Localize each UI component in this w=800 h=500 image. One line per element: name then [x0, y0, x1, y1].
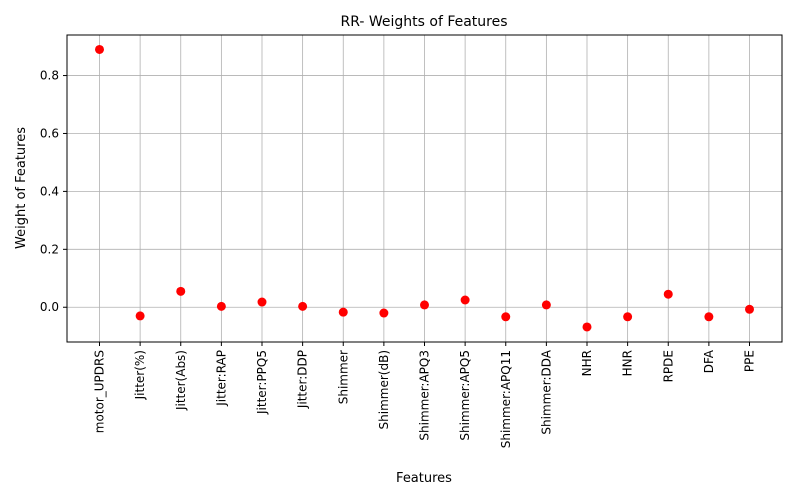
data-point [95, 44, 104, 54]
data-point [420, 300, 429, 310]
data-point [704, 312, 714, 322]
y-tick-label: 0.6 [40, 126, 59, 140]
data-point [460, 295, 470, 305]
data-point [745, 304, 754, 314]
x-tick-label: RPDE [661, 350, 675, 382]
x-tick-label: NHR [580, 350, 594, 376]
data-point [135, 311, 145, 321]
plot-frame [66, 34, 783, 343]
data-point [379, 308, 389, 318]
y-tick-label: 0.4 [40, 184, 59, 198]
data-point [623, 312, 633, 322]
data-point [501, 312, 511, 322]
y-axis: 0.0 0.2 0.4 0.6 0.8 [40, 69, 67, 314]
x-tick-label: Shimmer:DDA [539, 349, 553, 434]
x-tick-label: DFA [702, 349, 716, 373]
x-tick-label: Jitter:RAP [214, 350, 228, 407]
x-tick-label: PPE [743, 350, 757, 372]
x-axis: motor_UPDRS Jitter(%) Jitter(Abs) Jitter:RA… [93, 342, 757, 448]
y-tick-label: 0.0 [40, 300, 59, 314]
x-axis-label: Features [396, 471, 452, 486]
gridlines [67, 35, 782, 342]
x-tick-label: Jitter(Abs) [174, 350, 188, 411]
chart-title: RR- Weights of Features [340, 14, 507, 30]
x-tick-label: Shimmer [336, 350, 350, 404]
data-point [298, 301, 308, 311]
x-tick-label: Shimmer:APQ3 [418, 350, 432, 441]
x-tick-label: Jitter(%) [133, 350, 147, 400]
data-point [257, 297, 267, 307]
data-point [216, 301, 226, 311]
data-point [176, 286, 186, 296]
data-point [663, 289, 673, 299]
x-tick-label: Shimmer:APQ11 [499, 350, 513, 448]
y-tick-label: 0.2 [40, 242, 59, 256]
x-tick-label: Shimmer:APQ5 [458, 350, 472, 441]
x-tick-label: Jitter:PPQ5 [255, 350, 269, 415]
data-point [338, 307, 348, 317]
x-tick-label: motor_UPDRS [93, 350, 107, 433]
x-tick-label: HNR [621, 350, 635, 376]
data-point [541, 300, 551, 310]
x-tick-label: Jitter:DDP [296, 350, 310, 409]
x-tick-label: Shimmer(dB) [377, 350, 391, 429]
y-tick-label: 0.8 [40, 69, 59, 83]
y-axis-label: Weight of Features [14, 127, 29, 249]
data-point [582, 322, 592, 332]
data-points [95, 44, 754, 332]
